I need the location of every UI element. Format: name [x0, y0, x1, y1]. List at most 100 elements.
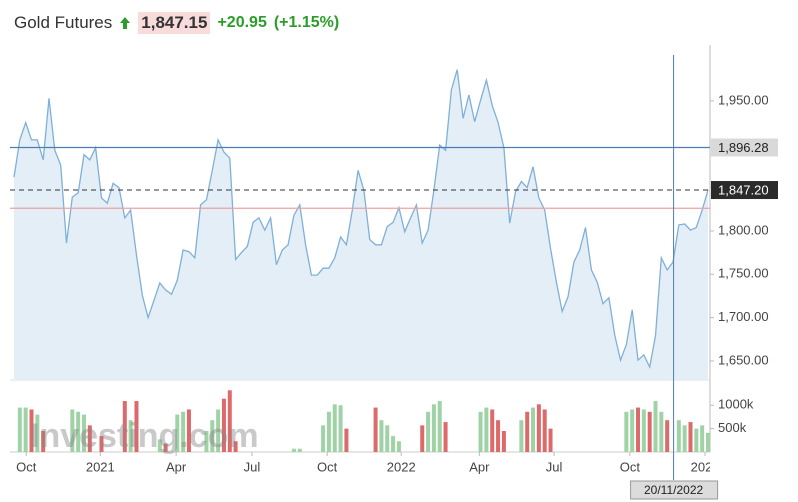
- x-tick-label: Jul: [546, 459, 563, 474]
- header: Gold Futures 1,847.15 +20.95 (+1.15%): [14, 12, 339, 34]
- volume-bar: [478, 411, 483, 452]
- volume-bar: [181, 411, 186, 452]
- volume-bar: [35, 414, 40, 452]
- volume-bar: [373, 407, 378, 452]
- volume-bar: [175, 414, 180, 452]
- volume-bar: [76, 411, 81, 452]
- volume-bar: [542, 409, 547, 452]
- volume-bar: [519, 420, 524, 452]
- y-tick-label: 1,950.00: [718, 92, 769, 107]
- volume-bar: [536, 404, 541, 452]
- volume-bar: [344, 428, 349, 452]
- volume-bar: [501, 430, 506, 452]
- x-axis: Oct 2021 Apr Jul Oct 2022 Apr Jul Oct 2023: [16, 452, 720, 474]
- volume-bar: [332, 404, 337, 452]
- x-tick-label: Apr: [166, 459, 187, 474]
- x-tick-label: 2022: [387, 459, 416, 474]
- volume-bar: [531, 407, 536, 452]
- volume-bar: [694, 428, 699, 452]
- volume-bar: [443, 422, 448, 452]
- volume-bar: [227, 390, 232, 452]
- volume-bar: [216, 409, 221, 452]
- volume-bar: [87, 425, 92, 452]
- volume-bar: [321, 425, 326, 452]
- volume-bar: [70, 409, 75, 452]
- x-tick-label: 2023: [691, 459, 720, 474]
- volume-bar: [186, 409, 191, 452]
- volume-tick-label: 1000k: [718, 397, 754, 412]
- volume-bar: [23, 407, 28, 452]
- change-percent: (+1.15%): [273, 14, 340, 31]
- volume-bar: [221, 398, 226, 452]
- volume-bar: [431, 404, 436, 452]
- y-tick-label: 1,800.00: [718, 222, 769, 237]
- volume-bar: [548, 428, 553, 452]
- volume-bar: [665, 420, 670, 452]
- volume-tick-label: 500k: [718, 420, 747, 435]
- y-tick-label: 1,650.00: [718, 352, 769, 367]
- volume-bar: [385, 425, 390, 452]
- volume-bar: [297, 448, 302, 452]
- volume-bar: [641, 409, 646, 452]
- volume-bar: [490, 409, 495, 452]
- volume-bar: [122, 401, 127, 452]
- watermark: Investing.com: [30, 417, 259, 455]
- volume-bar: [134, 401, 139, 452]
- y-tick-label: 1,700.00: [718, 309, 769, 324]
- volume-bar: [163, 443, 168, 452]
- title: Gold Futures: [14, 13, 113, 32]
- volume-bar: [81, 414, 86, 452]
- plot: [13, 69, 710, 452]
- change: +20.95: [217, 14, 267, 31]
- x-tick-label: Oct: [317, 459, 338, 474]
- crosshair-tag: [630, 480, 719, 500]
- crosshair-label: 20/11/2022: [644, 483, 703, 497]
- volume-bar: [326, 411, 331, 452]
- volume-bar: [41, 430, 46, 452]
- volume-bar: [99, 436, 104, 452]
- price-tag-label: 1,896.28: [718, 140, 769, 155]
- volume-bar: [636, 407, 641, 452]
- volume-bar: [484, 407, 489, 452]
- volume-bar: [128, 420, 133, 452]
- x-tick-label: 2021: [86, 459, 115, 474]
- volume-bar: [29, 409, 34, 452]
- price-tag: [711, 181, 778, 200]
- x-tick-label: Oct: [620, 459, 641, 474]
- volume-bar: [682, 425, 687, 452]
- volume-bar: [204, 430, 209, 452]
- volume-bar: [647, 411, 652, 452]
- volume-bar: [426, 411, 431, 452]
- volume-bar: [420, 425, 425, 452]
- volume-bar: [157, 439, 162, 452]
- y-tick-label: 1,750.00: [718, 266, 769, 281]
- price-line: [13, 69, 709, 370]
- x-tick-label: Jul: [244, 459, 261, 474]
- volume-bar: [653, 401, 658, 452]
- volume-bar: [496, 420, 501, 452]
- volume-bar: [630, 409, 635, 452]
- volume-bar: [624, 411, 629, 452]
- x-tick-label: Apr: [469, 459, 490, 474]
- price: 1,847.15: [138, 12, 211, 34]
- volume-bar: [659, 411, 664, 452]
- volume-bar: [338, 405, 343, 452]
- volume-bar: [291, 448, 296, 452]
- price-tag: [711, 138, 778, 157]
- volume-bar: [676, 420, 681, 452]
- volume-bar: [700, 425, 705, 452]
- volume-bar: [525, 411, 530, 452]
- volume-bar: [379, 420, 384, 452]
- volume-bar: [706, 432, 710, 452]
- volume-bar: [688, 422, 693, 452]
- volume-bar: [233, 441, 238, 452]
- price-tag-label: 1,847.20: [718, 182, 769, 197]
- price-area: [14, 69, 708, 380]
- volume-bar: [210, 420, 215, 452]
- volume-bar: [396, 441, 401, 452]
- volume-bar: [391, 436, 396, 452]
- x-tick-label: Oct: [16, 459, 37, 474]
- up-arrow: [120, 17, 131, 29]
